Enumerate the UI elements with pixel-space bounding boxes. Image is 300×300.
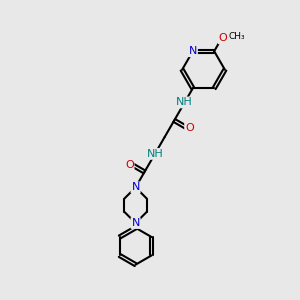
Text: O: O	[185, 123, 194, 133]
Text: NH: NH	[176, 98, 193, 107]
Text: O: O	[125, 160, 134, 170]
Text: NH: NH	[146, 149, 163, 159]
Text: N: N	[131, 218, 140, 228]
Text: CH₃: CH₃	[229, 32, 245, 41]
Text: N: N	[189, 46, 197, 56]
Text: O: O	[219, 33, 227, 43]
Text: N: N	[131, 182, 140, 192]
